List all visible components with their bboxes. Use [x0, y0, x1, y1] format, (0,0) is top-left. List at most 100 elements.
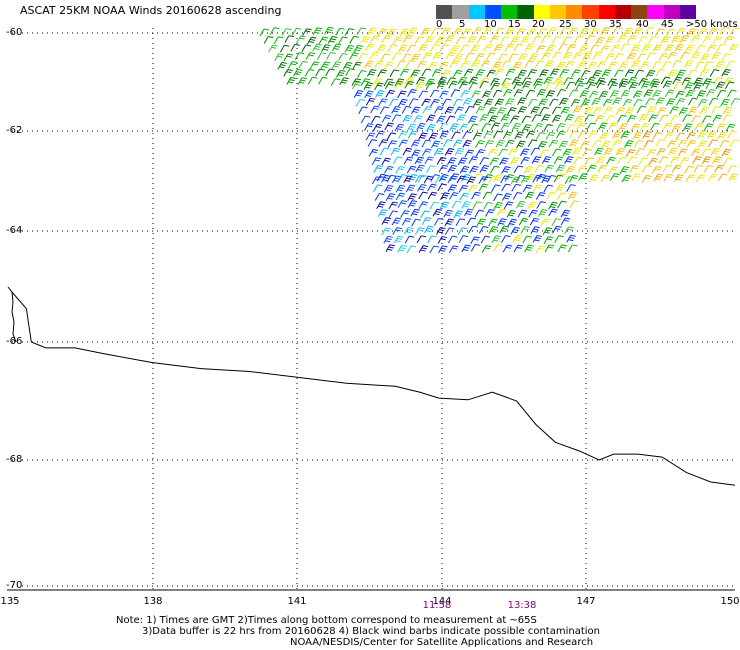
wind-barb — [385, 89, 395, 98]
wind-barb — [318, 76, 328, 85]
wind-barb — [545, 81, 555, 90]
wind-barb — [665, 28, 676, 37]
longitude-label: 135 — [0, 596, 20, 607]
wind-barb — [659, 114, 669, 123]
wind-barb — [415, 164, 425, 173]
wind-barb — [449, 123, 459, 131]
wind-barb — [539, 149, 549, 158]
wind-barb — [498, 53, 508, 62]
wind-barb — [396, 60, 406, 68]
wind-barb — [455, 218, 466, 226]
wind-barb — [397, 90, 407, 99]
wind-barb — [712, 156, 722, 165]
wind-barb — [667, 51, 677, 60]
legend-swatch — [566, 5, 583, 19]
wind-barb — [604, 53, 615, 61]
wind-barb — [701, 156, 712, 164]
wind-barb — [466, 217, 477, 226]
wind-barb — [586, 164, 597, 173]
wind-barb — [520, 36, 530, 44]
wind-barb — [284, 35, 295, 43]
wind-barb — [381, 174, 391, 183]
wind-barb — [656, 148, 667, 156]
wind-barb — [598, 122, 608, 131]
wind-barb — [360, 115, 371, 124]
wind-barb — [633, 27, 643, 36]
wind-barb — [413, 115, 423, 123]
wind-barb — [647, 35, 658, 44]
wind-barb — [435, 36, 445, 45]
wind-barb — [445, 35, 455, 43]
wind-barb — [676, 69, 686, 78]
wind-barb — [370, 35, 380, 43]
wind-barb — [671, 164, 682, 173]
wind-barb — [653, 173, 663, 182]
wind-barb — [716, 123, 726, 132]
wind-barb — [628, 81, 639, 90]
wind-barb — [432, 51, 443, 60]
wind-barb — [725, 123, 736, 132]
wind-barb — [479, 157, 489, 165]
wind-barb — [658, 156, 669, 164]
wind-barb — [380, 53, 390, 62]
wind-barb — [488, 218, 498, 227]
wind-barb — [448, 245, 459, 254]
wind-barb — [424, 156, 434, 165]
wind-barb — [447, 235, 458, 244]
wind-barb — [716, 89, 727, 98]
wind-barb — [335, 69, 346, 78]
wind-barb — [595, 77, 606, 86]
wind-barb — [425, 114, 436, 123]
wind-barb — [686, 28, 697, 37]
wind-barb — [476, 218, 487, 227]
wind-barb — [563, 77, 573, 86]
wind-barb — [464, 149, 474, 158]
wind-barb — [721, 148, 732, 157]
wind-barb — [459, 165, 470, 174]
wind-barb — [472, 201, 482, 210]
wind-barb — [727, 130, 737, 139]
wind-barb — [486, 69, 496, 78]
wind-barb — [660, 36, 670, 44]
wind-barb — [712, 36, 723, 44]
wind-barb — [536, 89, 547, 97]
wind-barb — [697, 98, 708, 107]
wind-barb — [418, 44, 428, 52]
wind-barb — [457, 76, 468, 85]
legend-swatch — [517, 5, 534, 19]
wind-barb — [688, 106, 698, 115]
wind-barb — [391, 105, 401, 114]
wind-barb — [414, 156, 425, 165]
wind-barb — [363, 82, 373, 90]
wind-barb — [480, 60, 491, 69]
wind-barb — [407, 130, 418, 139]
wind-barb — [391, 217, 402, 226]
wind-barb — [418, 90, 428, 99]
wind-barb — [507, 107, 517, 115]
wind-barb — [668, 147, 678, 156]
wind-barb — [556, 173, 567, 182]
wind-barb — [603, 106, 614, 115]
wind-barb — [670, 156, 680, 165]
wind-barb — [728, 43, 739, 52]
wind-barb — [554, 235, 564, 243]
wind-barb — [429, 245, 439, 254]
wind-barb — [513, 43, 523, 52]
wind-barb — [431, 69, 442, 77]
wind-barb — [429, 201, 440, 210]
wind-barb — [517, 97, 527, 105]
wind-barb — [452, 139, 463, 148]
wind-barb — [492, 130, 503, 139]
wind-barb — [436, 157, 447, 165]
wind-barb — [679, 35, 690, 43]
wind-barb — [273, 36, 284, 44]
wind-barb — [556, 89, 567, 97]
wind-barb — [386, 132, 397, 141]
wind-barb — [463, 208, 474, 217]
wind-barb — [423, 175, 434, 184]
wind-barb — [364, 43, 375, 52]
wind-barb — [464, 105, 475, 114]
legend-label: 10 — [484, 19, 497, 30]
wind-barb — [425, 78, 435, 87]
